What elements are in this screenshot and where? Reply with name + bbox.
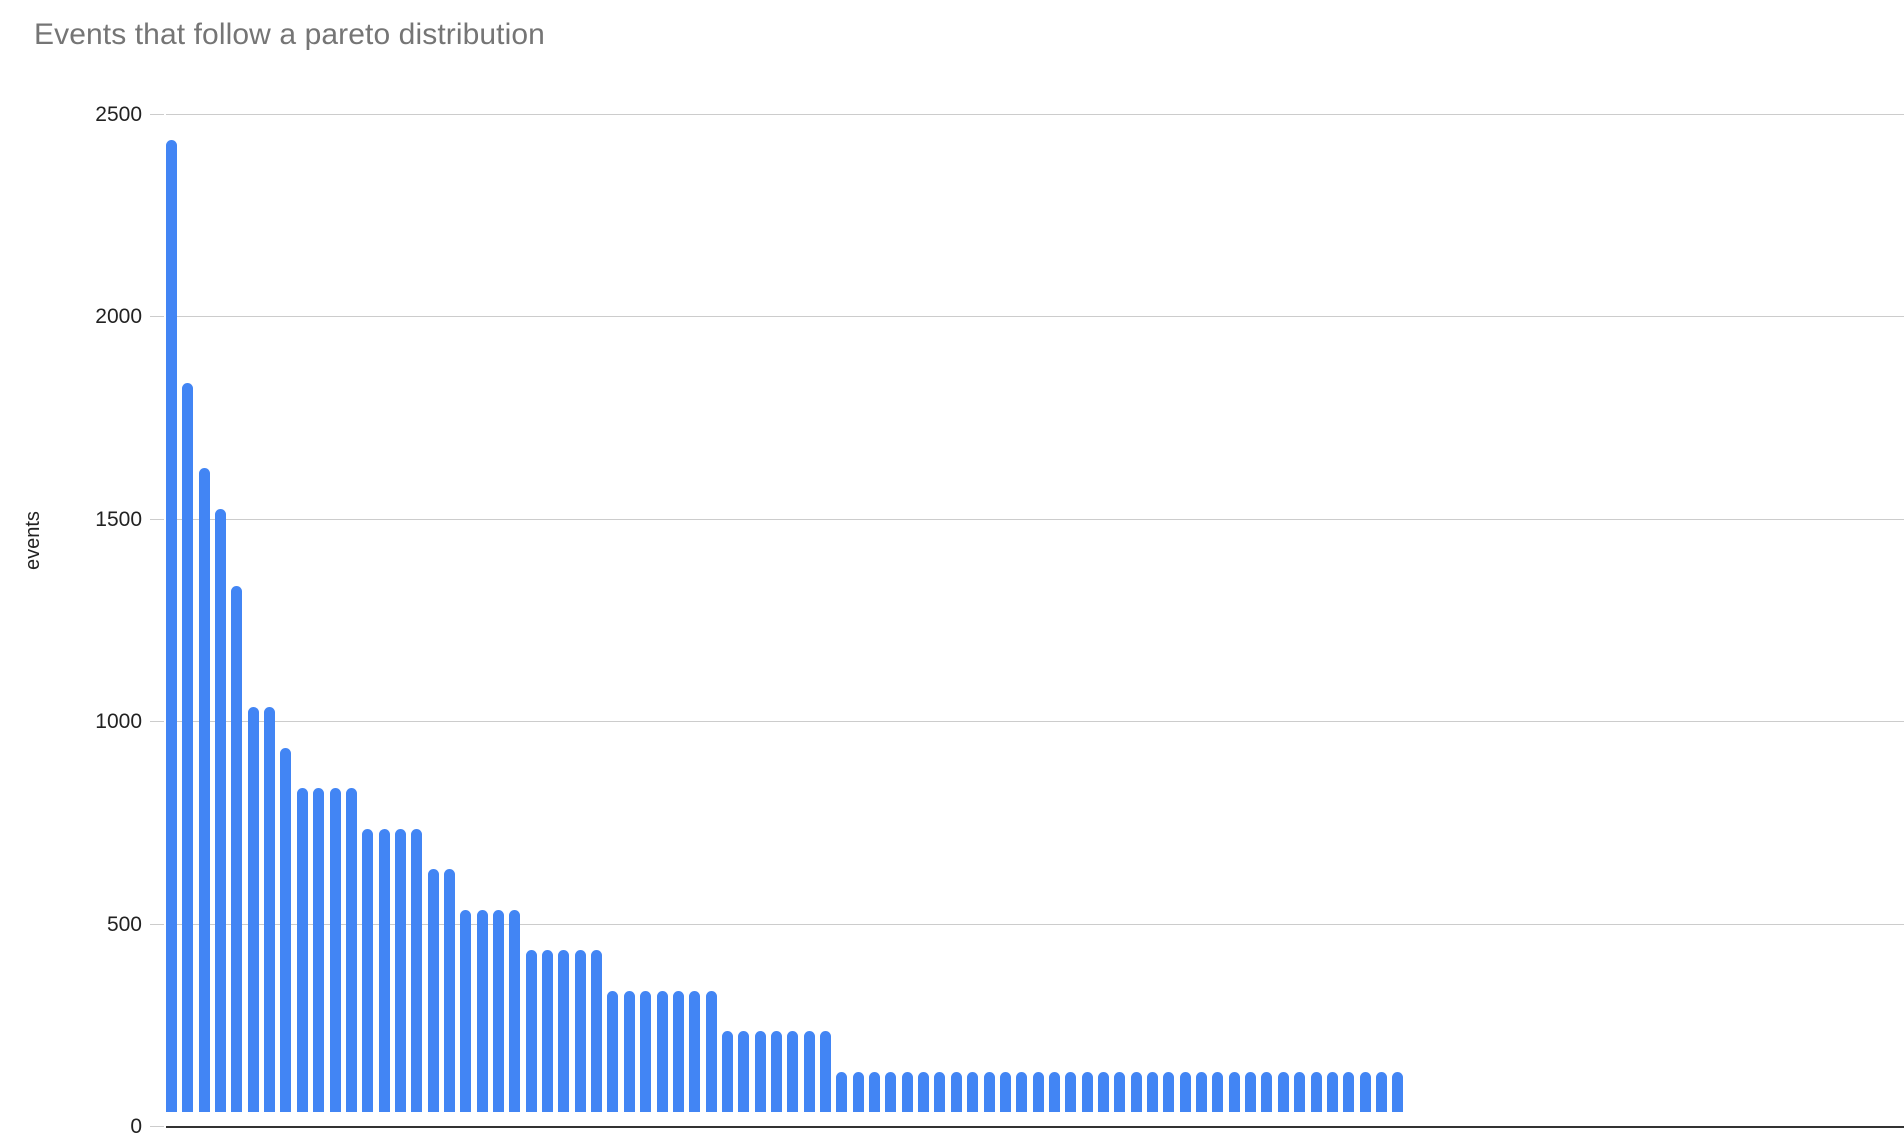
y-tick-mark-1500 [150, 518, 164, 520]
bar[interactable] [460, 909, 472, 1112]
bar[interactable] [1343, 1071, 1355, 1112]
bar[interactable] [1163, 1071, 1175, 1112]
bar[interactable] [656, 990, 668, 1112]
bar[interactable] [525, 950, 537, 1112]
bar[interactable] [1065, 1071, 1077, 1112]
gridline-0 [166, 1126, 1904, 1128]
bar[interactable] [885, 1071, 897, 1112]
bar[interactable] [215, 508, 227, 1112]
gridline-2500 [166, 114, 1904, 115]
bar[interactable] [901, 1071, 913, 1112]
y-tick-mark-1000 [150, 721, 164, 723]
bar[interactable] [934, 1071, 946, 1112]
bar[interactable] [574, 950, 586, 1112]
bar[interactable] [1277, 1071, 1289, 1112]
bar[interactable] [1212, 1071, 1224, 1112]
bar[interactable] [1130, 1071, 1142, 1112]
bar[interactable] [852, 1071, 864, 1112]
bar[interactable] [738, 1031, 750, 1112]
bar[interactable] [182, 383, 194, 1112]
bar[interactable] [313, 788, 325, 1112]
bar[interactable] [1048, 1071, 1060, 1112]
y-tick-mark-2000 [150, 316, 164, 318]
bar[interactable] [950, 1071, 962, 1112]
bar[interactable] [689, 990, 701, 1112]
bar[interactable] [476, 909, 488, 1112]
bar[interactable] [1261, 1071, 1273, 1112]
bar[interactable] [1097, 1071, 1109, 1112]
y-tick-label-2500: 2500 [95, 103, 142, 126]
bar[interactable] [1294, 1071, 1306, 1112]
bar[interactable] [607, 990, 619, 1112]
bar[interactable] [1228, 1071, 1240, 1112]
bar[interactable] [247, 707, 259, 1112]
bar[interactable] [1032, 1071, 1044, 1112]
bar[interactable] [411, 828, 423, 1112]
bar[interactable] [640, 990, 652, 1112]
y-tick-mark-2500 [150, 114, 164, 115]
bar[interactable] [918, 1071, 930, 1112]
y-tick-label-1500: 1500 [95, 507, 142, 531]
bar[interactable] [345, 788, 357, 1112]
bar[interactable] [362, 828, 374, 1112]
bars-group [166, 100, 1904, 1112]
y-tick-mark-500 [150, 923, 164, 925]
gridline-2000 [166, 316, 1904, 318]
bar[interactable] [280, 747, 292, 1112]
bar[interactable] [1179, 1071, 1191, 1112]
bar[interactable] [591, 950, 603, 1112]
bar[interactable] [623, 990, 635, 1112]
bar[interactable] [231, 585, 243, 1112]
y-axis-label: events [22, 511, 44, 570]
bar[interactable] [329, 788, 341, 1112]
gridline-1000 [166, 721, 1904, 723]
bar[interactable] [787, 1031, 799, 1112]
bar[interactable] [721, 1031, 733, 1112]
y-tick-label-2000: 2000 [95, 305, 142, 329]
bar[interactable] [999, 1071, 1011, 1112]
y-tick-label-0: 0 [130, 1115, 142, 1138]
bar[interactable] [754, 1031, 766, 1112]
bar[interactable] [1392, 1071, 1404, 1112]
bar[interactable] [967, 1071, 979, 1112]
bar[interactable] [378, 828, 390, 1112]
bar[interactable] [1310, 1071, 1322, 1112]
bar[interactable] [770, 1031, 782, 1112]
bar[interactable] [820, 1031, 831, 1112]
bar[interactable] [836, 1071, 848, 1112]
bar[interactable] [1375, 1071, 1387, 1112]
bar[interactable] [296, 788, 308, 1112]
bar[interactable] [198, 468, 210, 1112]
chart-title: Events that follow a pareto distribution [34, 18, 545, 51]
y-tick-label-1000: 1000 [95, 710, 142, 734]
bar[interactable] [1114, 1071, 1126, 1112]
bar[interactable] [264, 707, 276, 1112]
gridline-1500 [166, 518, 1904, 520]
bar[interactable] [542, 950, 554, 1112]
bar[interactable] [166, 140, 177, 1112]
bar[interactable] [509, 909, 521, 1112]
bar[interactable] [869, 1071, 881, 1112]
bar[interactable] [803, 1031, 815, 1112]
plot-area: 0 500 1000 1500 2000 2500 [95, 100, 1904, 1137]
bar[interactable] [558, 950, 570, 1112]
bar[interactable] [1326, 1071, 1338, 1112]
bar[interactable] [1359, 1071, 1371, 1112]
bar[interactable] [427, 869, 439, 1112]
bar[interactable] [1016, 1071, 1028, 1112]
bar[interactable] [705, 990, 717, 1112]
gridline-500 [166, 923, 1904, 925]
bar[interactable] [1147, 1071, 1158, 1112]
bar[interactable] [983, 1071, 995, 1112]
y-tick-mark-0 [150, 1126, 164, 1127]
bar[interactable] [1245, 1071, 1257, 1112]
bar[interactable] [1196, 1071, 1208, 1112]
bar[interactable] [672, 990, 684, 1112]
y-tick-label-500: 500 [106, 912, 142, 936]
bar[interactable] [394, 828, 406, 1112]
bar[interactable] [443, 869, 455, 1112]
bar[interactable] [1081, 1071, 1093, 1112]
bar[interactable] [493, 909, 504, 1112]
